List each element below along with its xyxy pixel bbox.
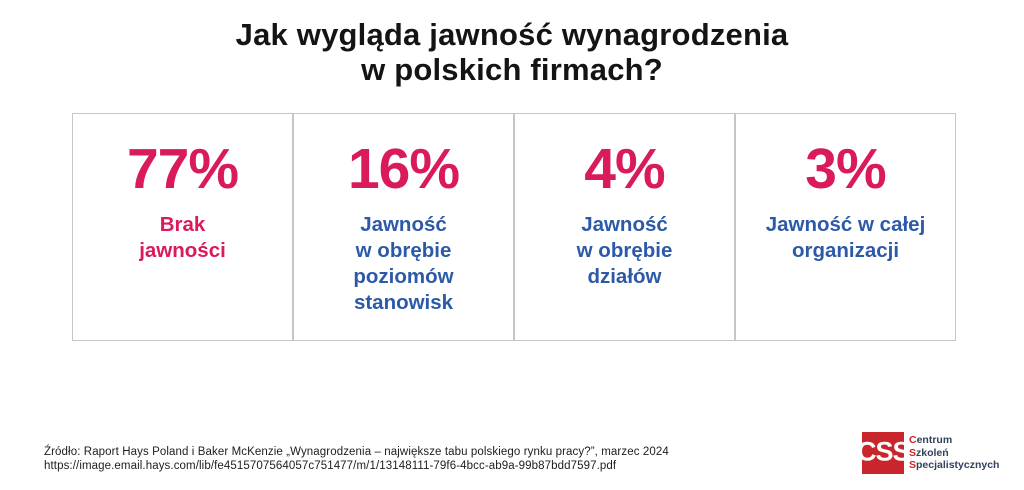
stat-label: Jawność w obrębie poziomów stanowisk [353,213,454,314]
stat-cards: 77% Brak jawności 16% Jawność w obrębie … [72,113,956,341]
stat-card-brak-jawnosci: 77% Brak jawności [72,113,293,341]
stat-value: 3% [805,137,886,201]
css-logo-line3: Specjalistycznych [909,459,1000,471]
css-logo: CSS Centrum Szkoleń Specjalistycznych [857,432,999,474]
stat-label: Jawność w całej organizacji [765,213,926,262]
stat-value: 77% [126,137,239,201]
stat-card-poziomy-stanowisk: 16% Jawność w obrębie poziomów stanowisk [293,113,514,341]
css-logo-acronym: CSS [857,436,911,467]
css-logo-line1: Centrum [909,434,953,446]
source-line1: Źródło: Raport Hays Poland i Baker McKen… [44,446,669,458]
source-note: Źródło: Raport Hays Poland i Baker McKen… [44,446,669,473]
source-url: https://image.email.hays.com/lib/fe45157… [44,459,617,472]
stat-value: 4% [584,137,665,201]
css-logo-line2: Szkoleń [909,446,949,459]
stat-label: Jawność w obrębie działów [576,213,673,288]
page-title-line2: w polskich firmach? [361,51,663,87]
stat-card-dzialy: 4% Jawność w obrębie działów [514,113,735,341]
stat-value: 16% [347,137,460,201]
stat-card-cala-organizacja: 3% Jawność w całej organizacji [735,113,956,341]
css-logo-text: Centrum Szkoleń Specjalistycznych [909,432,999,472]
page-title-line1: Jak wygląda jawność wynagrodzenia [235,16,789,52]
stat-label: Brak jawności [139,213,226,262]
css-logo-icon: CSS [857,432,911,474]
page-title: Jak wygląda jawność wynagrodzenia w pols… [0,17,1024,87]
